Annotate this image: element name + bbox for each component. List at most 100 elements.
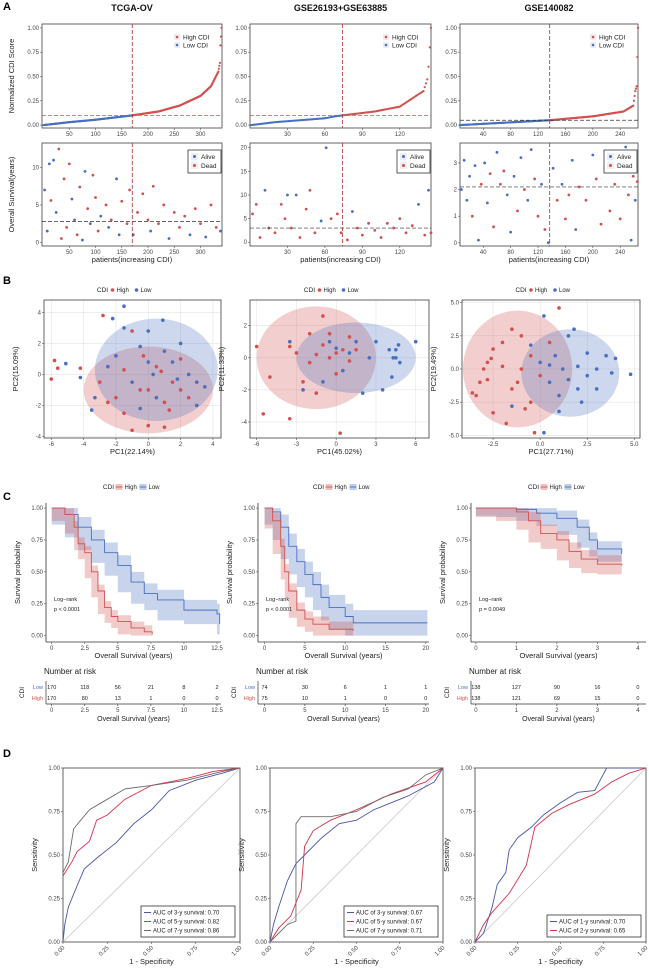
dead-point [627,193,630,197]
high-cdi-sample-point [523,407,527,411]
high-cdi-sample-point [146,388,151,392]
high-cdi-sample-point [327,355,332,360]
alive-point [115,177,118,181]
dead-point [60,237,63,240]
cdi-score-point [423,86,426,89]
risk-count: 121 [512,696,521,702]
x-tick-label: 7.5 [147,646,156,652]
x-tick-label: -3 [294,442,300,448]
alive-point [263,188,267,192]
high-cdi-sample-point [519,367,524,371]
low-cdi-sample-point [130,380,134,384]
cdi-score-point [634,89,637,93]
x-tick-label: 1 [515,708,519,714]
legend-label: Dead [617,163,633,170]
high-cdi-sample-point [314,391,319,395]
high-cdi-sample-point [307,331,312,336]
risk-count: 69 [554,696,560,702]
dead-point [492,225,495,229]
alive-point [83,169,87,173]
low-cdi-sample-point [391,355,396,360]
alive-point [286,193,289,197]
y-axis-label: PC2(15.09%) [11,346,20,392]
x-tick-label: 200 [588,250,599,256]
legend-title: CDI [304,287,315,294]
x-tick-label: 1 [515,646,519,652]
high-cdi-sample-point [481,367,486,371]
dead-point [104,203,108,207]
y-tick-label: 0 [244,356,248,362]
x-tick-label: 10 [181,646,188,652]
x-tick-label: 0.00 [54,945,67,958]
x-tick-label: 80 [507,132,514,138]
x-tick-label: 0 [263,708,267,714]
high-cdi-sample-point [500,340,505,345]
y-tick-label: 0.00 [445,123,457,129]
risk-count: 80 [82,696,88,702]
risk-row-label: High [244,696,255,702]
logrank-label: Log−rank [479,597,502,603]
low-cdi-sample-point [178,341,183,346]
alive-point [47,162,51,166]
x-tick-label: -6 [254,442,260,448]
x-tick-label: 2.5 [81,708,90,714]
dead-point [543,228,547,231]
risk-count: 170 [47,696,56,702]
y-axis-label: PC2(11.33%) [217,346,226,391]
legend-dot [134,288,139,292]
legend-title: CDI [313,484,324,491]
y-tick-label: 0.50 [48,853,60,859]
low-cdi-sample-point [194,403,199,408]
cdi-score-point [218,61,222,64]
roc-curve [62,767,241,873]
alive-point [107,225,111,229]
legend-dot [591,35,595,39]
dead-point [392,226,395,230]
high-cdi-sample-point [167,408,172,412]
low-cdi-sample-point [628,372,633,377]
alive-point [319,219,323,223]
y-tick-label: -4 [36,434,42,440]
risk-row-label: Low [245,685,255,691]
legend-label: Low CDI [599,43,624,50]
alive-point [509,230,513,234]
cdi-score-point [632,99,635,102]
high-cdi-sample-point [538,373,542,378]
x-tick-label: 10 [342,708,349,714]
low-cdi-sample-point [367,355,372,360]
legend-label: High CDI [599,35,626,42]
y-tick-label: 4 [38,310,42,316]
high-cdi-sample-point [354,347,358,352]
y-tick-label: 0.0 [451,367,460,373]
dead-point [329,217,333,220]
low-cdi-sample-point [413,339,418,344]
x-tick-label: 1.00 [637,945,649,958]
low-cdi-sample-point [154,395,159,400]
x-tick-label: 90 [359,132,366,138]
y-tick-label: 0.75 [235,50,247,56]
low-cdi-sample-point [572,327,576,331]
low-cdi-survival-curve [264,507,428,624]
high-cdi-sample-point [301,380,305,384]
dead-point [345,238,349,242]
pca-plot-1: -6 -4 -2 0 2 4 -4 -2 0 2 4 PC1(22.14%) PC2(15.09%) CD… [11,287,222,456]
dead-point [209,203,213,207]
y-tick-label: 0.50 [445,74,457,80]
high-cdi-sample-point [519,334,524,338]
low-cdi-sample-point [334,346,338,350]
legend-dot [402,164,405,167]
alive-point [546,241,550,245]
high-cdi-sample-point [106,400,110,405]
high-cdi-sample-point [474,393,478,398]
y-tick-label: 0 [454,241,458,247]
low-cdi-sample-point [538,360,542,365]
x-tick-label: 20 [422,646,429,652]
alive-point [88,222,92,226]
roc-plot-1: 0.00 0.25 0.50 0.75 1.00 0.00 0.25 0.50 0.75 1.00… [30,766,244,966]
low-cdi-sample-point [398,360,402,365]
dead-point [339,231,343,235]
x-tick-label: 4 [636,646,640,652]
y-tick-label: 0.50 [243,570,255,576]
x-tick-label: 5 [116,646,120,652]
dead-point [128,188,132,192]
